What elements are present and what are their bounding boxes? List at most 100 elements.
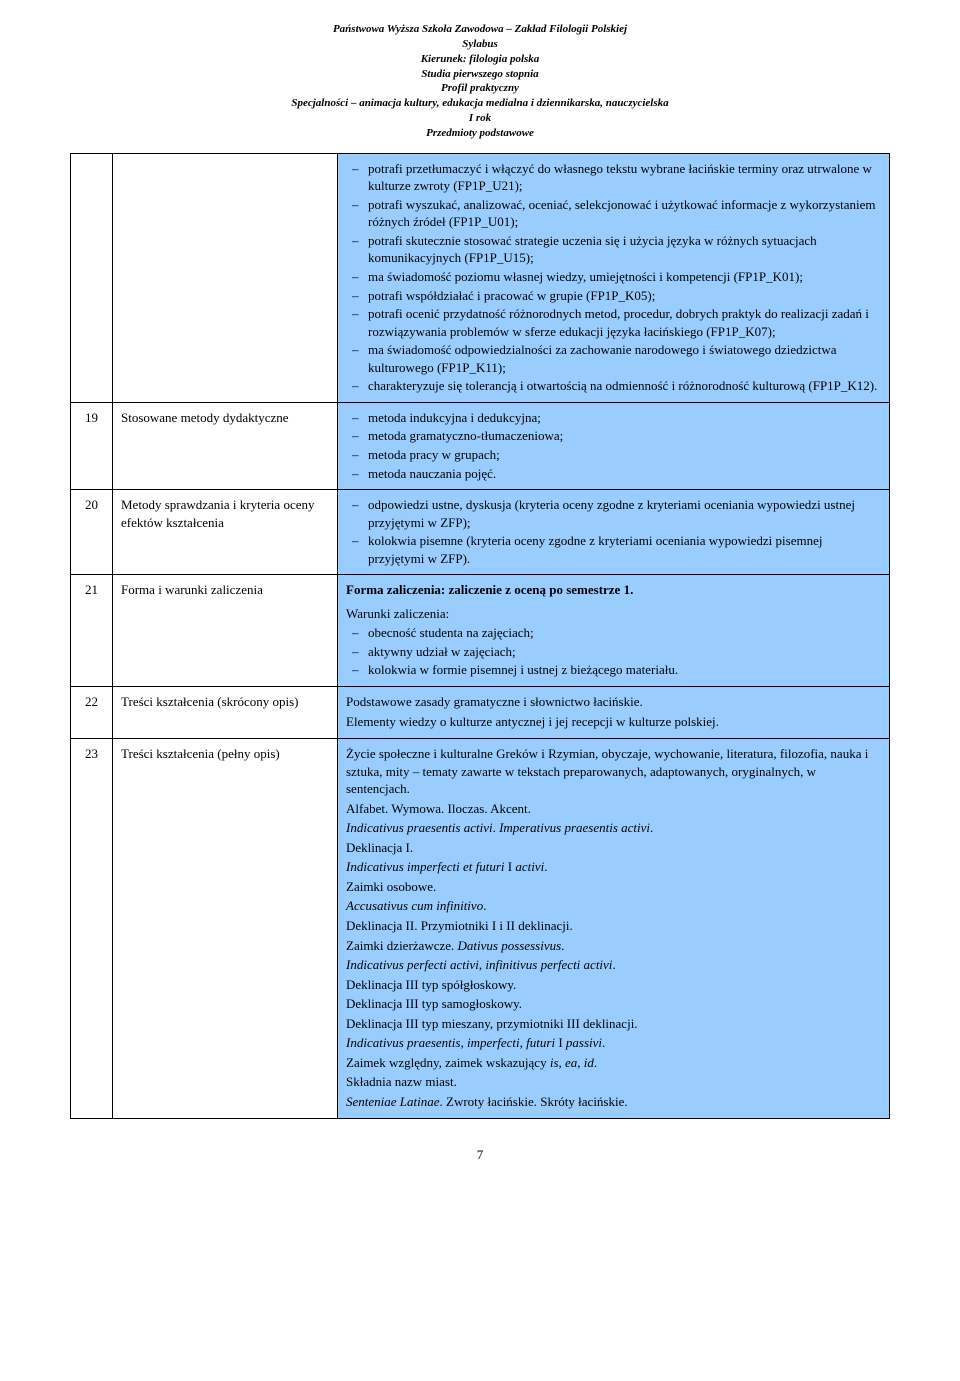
header-line: Kierunek: filologia polska (70, 52, 890, 67)
document-header: Państwowa Wyższa Szkoła Zawodowa – Zakła… (70, 22, 890, 141)
list-item: kolokwia pisemne (kryteria oceny zgodne … (346, 532, 881, 567)
text-span: Zaimki dzierżawcze. (346, 938, 458, 953)
list-item: obecność studenta na zajęciach; (346, 624, 881, 642)
row-label: Metody sprawdzania i kryteria oceny efek… (113, 490, 338, 575)
content-line: Alfabet. Wymowa. Iloczas. Akcent. (346, 800, 881, 818)
header-line: I rok (70, 111, 890, 126)
conditions-subhead: Warunki zaliczenia: (346, 605, 881, 623)
row-content: Życie społeczne i kulturalne Greków i Rz… (338, 739, 890, 1119)
latin-term: ea (565, 1055, 577, 1070)
list-item: metoda indukcyjna i dedukcyjna; (346, 409, 881, 427)
latin-term: Dativus possessivus (458, 938, 562, 953)
content-line: Senteniae Latinae. Zwroty łacińskie. Skr… (346, 1093, 881, 1111)
content-line: Indicativus praesentis, imperfecti, futu… (346, 1034, 881, 1052)
text-span: . (594, 1055, 597, 1070)
header-line: Specjalności – animacja kultury, edukacj… (70, 96, 890, 111)
text-span: I (505, 859, 516, 874)
latin-term: is (550, 1055, 559, 1070)
header-line: Studia pierwszego stopnia (70, 67, 890, 82)
content-line: Indicativus praesentis activi. Imperativ… (346, 819, 881, 837)
row-number: 23 (71, 739, 113, 1119)
header-line: Sylabus (70, 37, 890, 52)
row-label: Stosowane metody dydaktyczne (113, 402, 338, 489)
latin-term: Accusativus cum infinitivo (346, 898, 483, 913)
text-span: . Zwroty łacińskie. Skróty łacińskie. (440, 1094, 628, 1109)
content-line: Podstawowe zasady gramatyczne i słownict… (346, 693, 881, 711)
list-item: metoda pracy w grupach; (346, 446, 881, 464)
content-line: Indicativus perfecti activi, infinitivus… (346, 956, 881, 974)
list-item: potrafi ocenić przydatność różnorodnych … (346, 305, 881, 340)
header-line: Profil praktyczny (70, 81, 890, 96)
content-line: Accusativus cum infinitivo. (346, 897, 881, 915)
list-item: potrafi przetłumaczyć i włączyć do własn… (346, 160, 881, 195)
row-content: potrafi przetłumaczyć i włączyć do własn… (338, 153, 890, 402)
table-row: 23 Treści kształcenia (pełny opis) Życie… (71, 739, 890, 1119)
text-span: I (555, 1035, 566, 1050)
latin-term: Indicativus praesentis, imperfecti, futu… (346, 1035, 555, 1050)
table-row: 19 Stosowane metody dydaktyczne metoda i… (71, 402, 890, 489)
header-line: Przedmioty podstawowe (70, 126, 890, 141)
bullet-list: odpowiedzi ustne, dyskusja (kryteria oce… (346, 496, 881, 567)
latin-term: Indicativus praesentis activi (346, 820, 493, 835)
latin-term: Senteniae Latinae (346, 1094, 440, 1109)
table-row: potrafi przetłumaczyć i włączyć do własn… (71, 153, 890, 402)
content-line: Deklinacja III typ samogłoskowy. (346, 995, 881, 1013)
latin-term: id (584, 1055, 594, 1070)
content-line: Deklinacja III typ spółgłoskowy. (346, 976, 881, 994)
bullet-list: obecność studenta na zajęciach; aktywny … (346, 624, 881, 679)
bullet-list: potrafi przetłumaczyć i włączyć do własn… (346, 160, 881, 395)
row-label-empty (113, 153, 338, 402)
text-span: . (544, 859, 547, 874)
row-label: Treści kształcenia (skrócony opis) (113, 686, 338, 738)
row-number: 19 (71, 402, 113, 489)
row-number: 20 (71, 490, 113, 575)
list-item: ma świadomość poziomu własnej wiedzy, um… (346, 268, 881, 286)
latin-term: Indicativus imperfecti et futuri (346, 859, 505, 874)
bullet-list: metoda indukcyjna i dedukcyjna; metoda g… (346, 409, 881, 482)
page-number: 7 (70, 1147, 890, 1163)
header-line: Państwowa Wyższa Szkoła Zawodowa – Zakła… (70, 22, 890, 37)
row-content: Forma zaliczenia: zaliczenie z oceną po … (338, 575, 890, 687)
content-line: Życie społeczne i kulturalne Greków i Rz… (346, 745, 881, 798)
list-item: odpowiedzi ustne, dyskusja (kryteria oce… (346, 496, 881, 531)
list-item: ma świadomość odpowiedzialności za zacho… (346, 341, 881, 376)
text-span: . (602, 1035, 605, 1050)
table-row: 20 Metody sprawdzania i kryteria oceny e… (71, 490, 890, 575)
form-title: Forma zaliczenia: zaliczenie z oceną po … (346, 581, 881, 599)
row-content: odpowiedzi ustne, dyskusja (kryteria oce… (338, 490, 890, 575)
row-number: 22 (71, 686, 113, 738)
text-span: . (483, 898, 486, 913)
content-line: Składnia nazw miast. (346, 1073, 881, 1091)
list-item: aktywny udział w zajęciach; (346, 643, 881, 661)
row-content: Podstawowe zasady gramatyczne i słownict… (338, 686, 890, 738)
list-item: metoda nauczania pojęć. (346, 465, 881, 483)
list-item: charakteryzuje się tolerancją i otwartoś… (346, 377, 881, 395)
row-label: Treści kształcenia (pełny opis) (113, 739, 338, 1119)
content-line: Elementy wiedzy o kulturze antycznej i j… (346, 713, 881, 731)
content-line: Deklinacja II. Przymiotniki I i II dekli… (346, 917, 881, 935)
text-span: . (612, 957, 615, 972)
table-row: 21 Forma i warunki zaliczenia Forma zali… (71, 575, 890, 687)
content-line: Zaimki dzierżawcze. Dativus possessivus. (346, 937, 881, 955)
row-content: metoda indukcyjna i dedukcyjna; metoda g… (338, 402, 890, 489)
list-item: potrafi współdziałać i pracować w grupie… (346, 287, 881, 305)
row-label: Forma i warunki zaliczenia (113, 575, 338, 687)
content-line: Indicativus imperfecti et futuri I activ… (346, 858, 881, 876)
latin-term: activi (515, 859, 544, 874)
content-line: Zaimek względny, zaimek wskazujący is, e… (346, 1054, 881, 1072)
text-span: . (561, 938, 564, 953)
text-span: . (650, 820, 653, 835)
list-item: potrafi skutecznie stosować strategie uc… (346, 232, 881, 267)
latin-term: passivi (566, 1035, 602, 1050)
content-line: Zaimki osobowe. (346, 878, 881, 896)
latin-term: Imperativus praesentis activi (499, 820, 650, 835)
latin-term: infinitivus perfecti activi (485, 957, 612, 972)
syllabus-table: potrafi przetłumaczyć i włączyć do własn… (70, 153, 890, 1120)
list-item: potrafi wyszukać, analizować, oceniać, s… (346, 196, 881, 231)
list-item: metoda gramatyczno-tłumaczeniowa; (346, 427, 881, 445)
text-span: Zaimek względny, zaimek wskazujący (346, 1055, 550, 1070)
row-number-empty (71, 153, 113, 402)
latin-term: Indicativus perfecti activi (346, 957, 479, 972)
list-item: kolokwia w formie pisemnej i ustnej z bi… (346, 661, 881, 679)
content-line: Deklinacja I. (346, 839, 881, 857)
